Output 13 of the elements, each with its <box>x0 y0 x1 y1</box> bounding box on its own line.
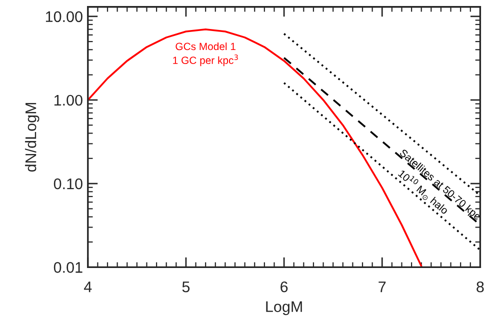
x-tick-label: 6 <box>280 281 288 292</box>
x-axis-title: LogM <box>266 301 302 316</box>
y-tick-label: 0.10 <box>54 178 82 190</box>
y-tick-label: 10.00 <box>46 11 82 22</box>
annotation: GCs Model 1 <box>176 42 236 50</box>
y-tick-label: 0.01 <box>54 262 82 273</box>
x-tick-label: 5 <box>182 282 190 292</box>
y-tick-label: 1.00 <box>54 94 82 106</box>
x-tick-label: 8 <box>476 281 484 292</box>
x-tick-label: 4 <box>84 282 92 292</box>
x-tick-label: 7 <box>378 282 386 292</box>
annotation: 1 GC per kpc$^{3}$ <box>173 54 238 66</box>
y-axis-title: dN/dLogM <box>25 103 40 172</box>
